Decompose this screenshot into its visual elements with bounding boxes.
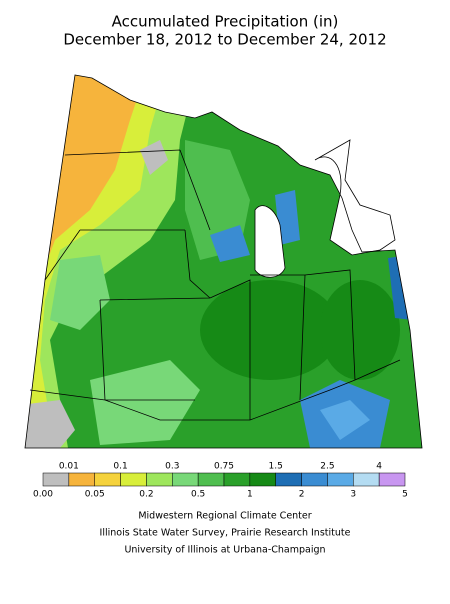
legend-swatch bbox=[301, 472, 328, 487]
legend-swatch bbox=[146, 472, 173, 487]
legend-label: 0.75 bbox=[214, 462, 234, 472]
precip-zone bbox=[50, 255, 110, 330]
precip-zone bbox=[140, 140, 168, 175]
legend-label: 0.1 bbox=[113, 462, 127, 472]
legend-label: 0.3 bbox=[165, 462, 179, 472]
legend-swatch bbox=[68, 472, 95, 487]
legend-label: 0.01 bbox=[59, 462, 79, 472]
credit: University of Illinois at Urbana-Champai… bbox=[124, 545, 325, 556]
legend-swatch bbox=[172, 472, 199, 487]
legend-swatch bbox=[42, 472, 70, 487]
state-boundaries bbox=[29, 149, 401, 421]
legend-label: 4 bbox=[376, 462, 382, 472]
legend-swatch bbox=[353, 472, 380, 487]
title: Accumulated Precipitation (in) bbox=[112, 13, 339, 31]
legend-swatch bbox=[120, 472, 147, 487]
credit: Midwestern Regional Climate Center bbox=[138, 511, 311, 522]
map-frame bbox=[24, 74, 423, 449]
legend-swatch bbox=[94, 472, 121, 487]
legend-swatch bbox=[327, 472, 354, 487]
legend-swatch bbox=[249, 472, 276, 487]
legend: 0.00 0.05 0.2 0.5 1 2 3 5 0.01 0.1 0.3 0.75 1.5 2.5 4 bbox=[33, 462, 408, 500]
precip-zone bbox=[320, 280, 400, 380]
precip-zone bbox=[210, 225, 250, 262]
legend-label: 5 bbox=[402, 490, 408, 500]
subtitle: December 18, 2012 to December 24, 2012 bbox=[63, 31, 386, 49]
precip-zone bbox=[200, 280, 340, 380]
legend-label: 3 bbox=[350, 490, 356, 500]
legend-label: 1 bbox=[247, 490, 253, 500]
legend-label: 0.2 bbox=[139, 490, 153, 500]
credit: Illinois State Water Survey, Prairie Res… bbox=[100, 528, 351, 539]
legend-label: 2 bbox=[299, 490, 305, 500]
legend-swatch bbox=[275, 472, 302, 487]
legend-label: 1.5 bbox=[269, 462, 283, 472]
legend-label: 0.05 bbox=[85, 490, 105, 500]
legend-swatch bbox=[223, 472, 251, 487]
legend-label: 2.5 bbox=[320, 462, 334, 472]
legend-swatch bbox=[378, 472, 406, 487]
legend-label: 0.5 bbox=[191, 490, 205, 500]
precip-zone bbox=[320, 400, 370, 440]
precip-zone bbox=[90, 360, 200, 445]
precip-zone bbox=[25, 400, 75, 448]
legend-label: 0.00 bbox=[33, 490, 53, 500]
precip-zone bbox=[275, 190, 300, 245]
legend-swatch bbox=[197, 472, 225, 487]
